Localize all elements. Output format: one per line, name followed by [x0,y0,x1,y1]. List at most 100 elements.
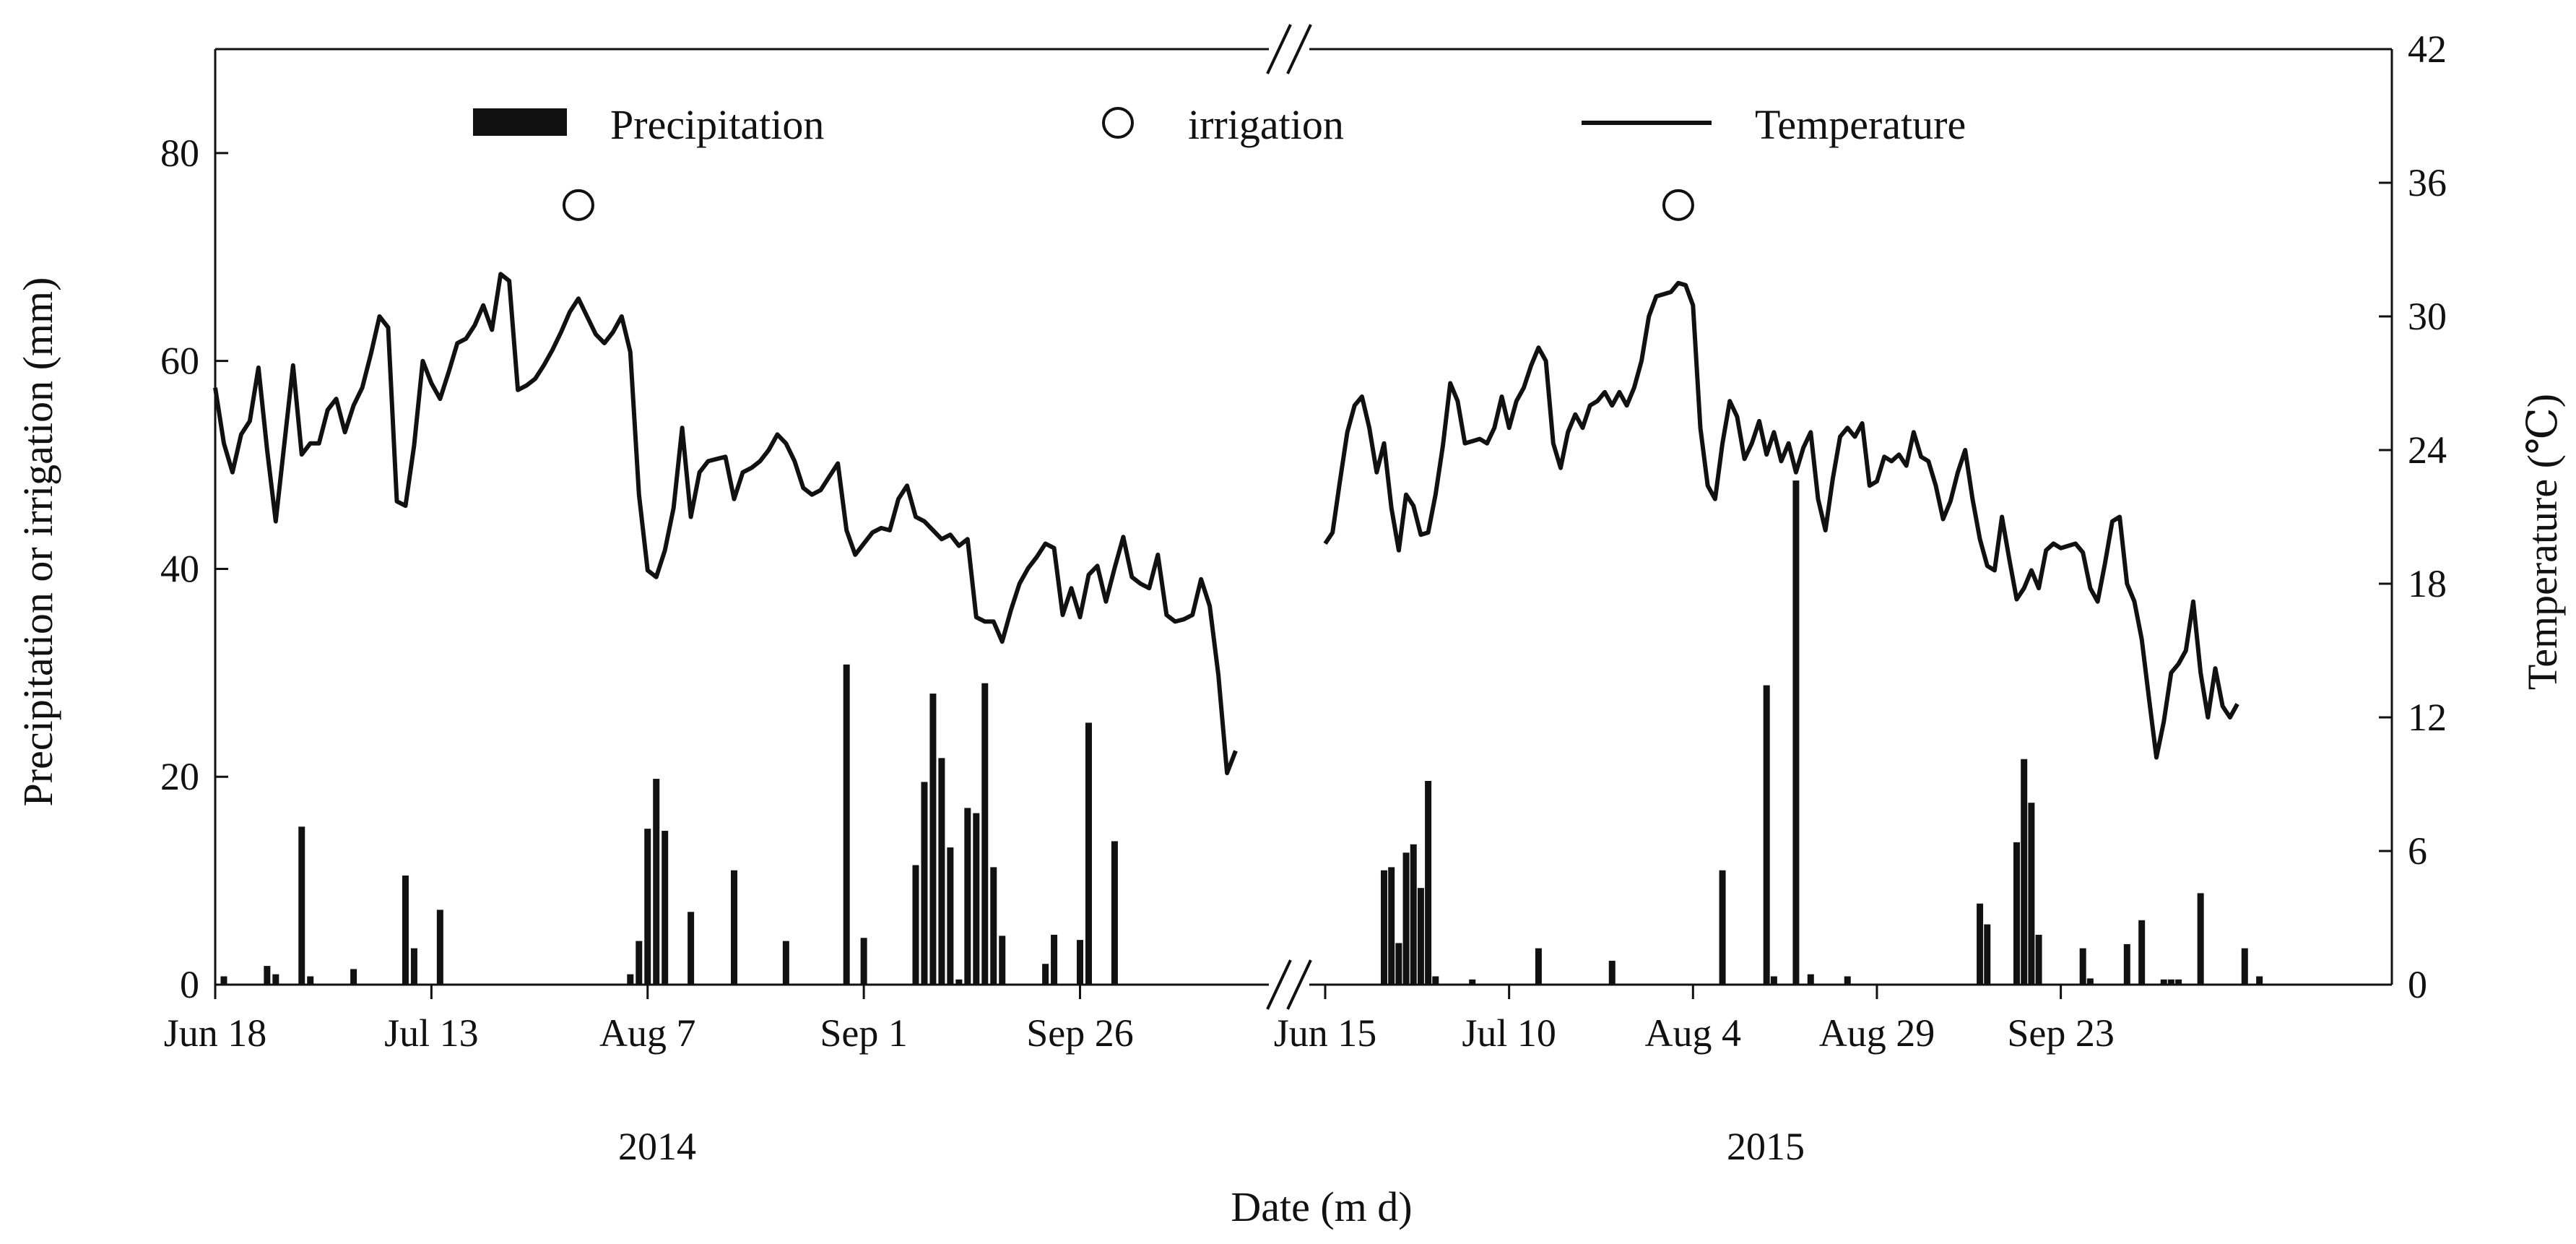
precipitation-bar [436,910,443,985]
axis-break-mark [1266,959,1292,1010]
precipitation-bar [636,941,643,985]
x-tick-label: Sep 1 [820,1011,908,1055]
precipitation-bar [1807,974,1814,985]
left-tick-label: 80 [160,131,199,175]
irrigation-marker [1662,189,1694,221]
x-tick-label: Aug 4 [1645,1011,1742,1055]
precipitation-bar [1051,934,1058,985]
precipitation-bar [782,941,789,985]
precipitation-bar [921,782,928,985]
precipitation-bar [1770,976,1777,985]
temperature-line-2015 [1323,280,2239,760]
left-tick-label: 20 [160,755,199,798]
precipitation-bar [2021,759,2028,985]
precipitation-bar [955,979,963,985]
precipitation-bar [2160,979,2167,985]
precipitation-bar [2197,893,2204,985]
precipitation-bar [912,865,919,985]
precipitation-bar [1077,940,1083,985]
right-y-axis-title: Temperature (℃) [2519,394,2566,690]
precipitation-bars [220,480,2263,985]
precipitation-bar [938,758,945,985]
precipitation-bar [1085,722,1092,985]
precipitation-bar [2167,979,2174,985]
right-tick-label: 30 [2408,295,2447,338]
precipitation-bar [272,974,279,985]
precipitation-bar [1469,979,1476,985]
precipitation-bar [2123,943,2130,985]
right-tick-label: 0 [2408,963,2427,1006]
precipitation-bar [2138,920,2146,985]
precipitation-bar [1608,960,1616,985]
temperature-line-2014 [213,272,1238,776]
right-tick-label: 42 [2408,27,2447,71]
precipitation-bar [1844,976,1851,985]
precipitation-bar [1410,844,1417,985]
legend-precipitation-label: Precipitation [610,101,824,148]
precipitation-bar [1042,964,1049,985]
axis-break-mark [1266,24,1292,74]
x-tick-label: Jun 18 [164,1011,267,1055]
temperature-lines [213,272,2239,776]
precipitation-bar [731,870,737,985]
x-tick-label: Jul 13 [384,1011,479,1055]
precipitation-bar [2175,979,2182,985]
right-tick-label: 18 [2408,562,2447,605]
precipitation-bar [2028,803,2035,985]
precipitation-bar [2013,842,2021,985]
precipitation-bar [402,875,409,985]
precipitation-bar [2079,948,2086,985]
x-tick-label: Jun 15 [1274,1011,1377,1055]
precipitation-bar [1719,870,1726,985]
legend-precipitation-swatch [473,108,567,136]
precipitation-bar [843,664,850,985]
precipitation-bar [662,831,669,985]
irrigation-markers [562,189,1694,221]
left-tick-label: 60 [160,340,199,383]
precipitation-bar [2256,976,2263,985]
precipitation-bar [1380,870,1387,985]
precipitation-bar [627,974,634,985]
precipitation-bar [1388,867,1395,985]
precipitation-bar [1977,903,1984,985]
precipitation-bar [220,976,227,985]
legend-irrigation-label: irrigation [1188,101,1344,148]
x-tick-label: Sep 26 [1026,1011,1134,1055]
x-tick-label: Aug 7 [599,1011,696,1055]
precipitation-bar [999,936,1006,985]
year-label-2015: 2015 [1727,1125,1805,1168]
x-tick-label: Sep 23 [2007,1011,2115,1055]
precipitation-bar [1792,480,1800,985]
x-axis-title: Date (m d) [1231,1183,1412,1230]
precipitation-bar [1432,976,1439,985]
precipitation-bar [973,813,980,985]
plot-frame [214,24,2393,1010]
right-tick-label: 6 [2408,829,2427,873]
axis-break-mark [1286,959,1312,1010]
precipitation-bar [947,847,954,985]
axis-break-mark [1286,24,1312,74]
right-tick-label: 24 [2408,428,2447,472]
year-label-2014: 2014 [618,1125,696,1168]
legend-irrigation-marker [1102,107,1134,139]
precipitation-bar [653,779,660,985]
precipitation-bar [929,694,937,985]
precipitation-bar [860,938,867,985]
precipitation-bar [350,969,357,985]
right-tick-label: 36 [2408,161,2447,204]
precipitation-bar [688,912,695,985]
x-tick-label: Aug 29 [1819,1011,1935,1055]
precipitation-bar [1395,943,1402,985]
precipitation-bar [307,976,314,985]
legend: Precipitation irrigation Temperature [473,101,1966,148]
precipitation-bar [2241,948,2248,985]
precipitation-bar [410,948,417,985]
precipitation-bar [2035,934,2042,985]
precipitation-bar [1111,841,1118,985]
precipitation-bar [1402,852,1410,985]
left-y-axis-title: Precipitation or irrigation (mm) [14,277,61,807]
precipitation-bar [264,966,271,985]
precipitation-bar [298,826,305,985]
precipitation-bar [644,829,651,985]
